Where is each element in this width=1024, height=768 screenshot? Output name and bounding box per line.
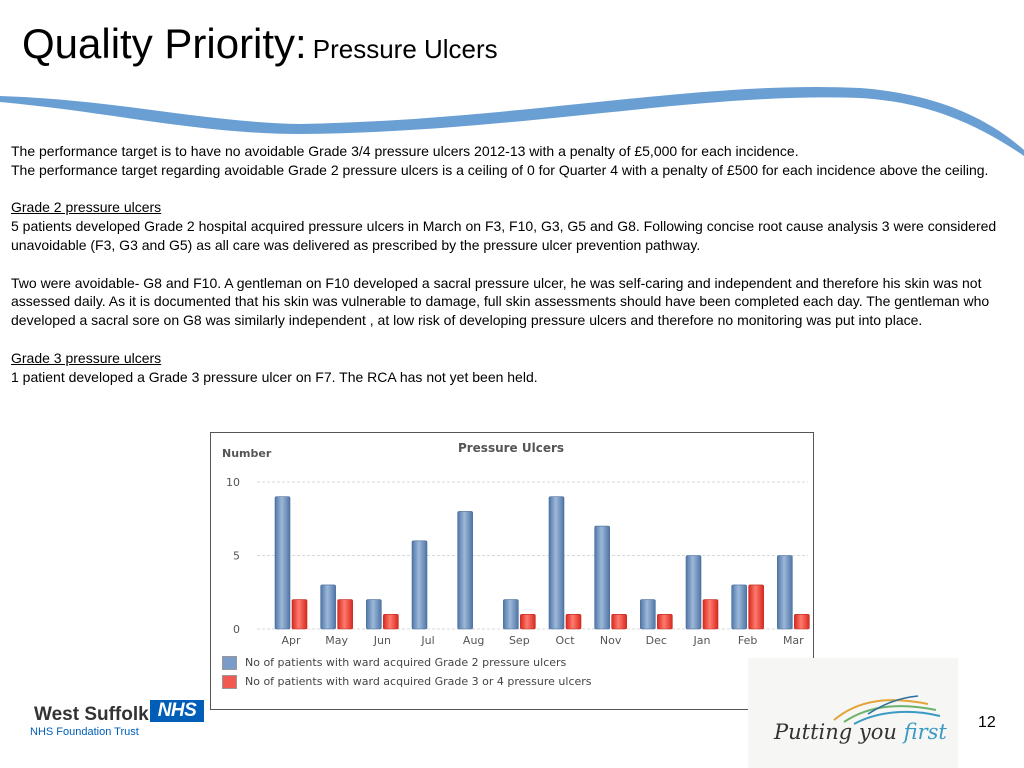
tagline-first: first: [903, 720, 947, 744]
bar-oct-series-2: [565, 614, 582, 630]
legend-label-grade3-4: No of patients with ward acquired Grade …: [245, 675, 592, 688]
legend-swatch-grade3-4: [222, 674, 237, 689]
bar-jul-series-1: [411, 540, 428, 630]
legend-item-grade3-4: No of patients with ward acquired Grade …: [222, 673, 592, 690]
chart-canvas: Pressure Ulcers Number 0 5 10 Apr May Jun Jul…: [222, 441, 810, 647]
grade3-paragraph: 1 patient developed a Grade 3 pressure u…: [11, 368, 538, 385]
bar-sep-series-1: [503, 599, 519, 630]
grade2-paragraph: 5 patients developed Grade 2 hospital ac…: [11, 218, 997, 253]
slide-title: Quality Priority: Pressure Ulcers: [22, 20, 498, 68]
bar-jan-series-1: [685, 555, 702, 630]
x-tick-label-mar: Mar: [783, 634, 804, 647]
y-tick-label-0: 0: [233, 623, 240, 636]
tagline-panel: Putting you first: [748, 658, 958, 768]
y-tick-label-5: 5: [233, 550, 240, 563]
bar-mar-series-2: [794, 614, 810, 630]
legend-item-grade2: No of patients with ward acquired Grade …: [222, 654, 592, 671]
x-tick-label-may: May: [325, 634, 348, 647]
avoidable-paragraph: Two were avoidable- G8 and F10. A gentle…: [11, 274, 990, 329]
bar-may-series-1: [320, 584, 336, 630]
grade3-heading: Grade 3 pressure ulcers: [11, 349, 162, 366]
body-text: The performance target is to have no avo…: [11, 142, 1001, 386]
trust-name: NHS Foundation Trust: [30, 726, 139, 738]
chart-legend: No of patients with ward acquired Grade …: [222, 654, 592, 692]
x-tick-label-apr: Apr: [281, 634, 301, 647]
chart-y-axis-label: Number: [222, 447, 272, 460]
bar-nov-series-1: [594, 525, 610, 630]
x-tick-label-dec: Dec: [646, 634, 667, 647]
x-tick-label-oct: Oct: [555, 634, 575, 647]
slide-title-main: Quality Priority:: [22, 20, 307, 67]
target-paragraph-2: The performance target regarding avoidab…: [11, 161, 989, 178]
bar-dec-series-2: [657, 614, 673, 630]
y-tick-label-10: 10: [226, 476, 240, 489]
header-swoosh: [0, 86, 1024, 156]
x-tick-label-aug: Aug: [463, 634, 484, 647]
slide-title-sub: Pressure Ulcers: [312, 34, 498, 64]
tagline-start: Putting you: [774, 720, 904, 744]
legend-label-grade2: No of patients with ward acquired Grade …: [245, 656, 567, 669]
bar-jun-series-1: [366, 599, 382, 630]
org-name: West Suffolk: [34, 704, 149, 725]
pressure-ulcers-chart: Pressure Ulcers Number 0 5 10 Apr May Jun Jul…: [210, 432, 814, 710]
bar-nov-series-2: [611, 614, 627, 630]
x-tick-label-feb: Feb: [738, 634, 757, 647]
x-tick-label-nov: Nov: [600, 634, 622, 647]
target-paragraph-1: The performance target is to have no avo…: [11, 143, 799, 159]
nhs-badge: NHS: [150, 700, 204, 722]
bar-feb-series-1: [731, 584, 747, 630]
bar-jun-series-2: [383, 614, 399, 630]
x-tick-label-jul: Jul: [420, 634, 434, 647]
bar-apr-series-1: [274, 496, 291, 630]
x-tick-label-jan: Jan: [693, 634, 711, 647]
chart-title: Pressure Ulcers: [458, 441, 564, 455]
bar-oct-series-1: [548, 496, 565, 630]
swirl-logo-icon: [833, 695, 941, 725]
bar-sep-series-2: [520, 614, 536, 630]
grade2-heading: Grade 2 pressure ulcers: [11, 199, 162, 216]
x-tick-label-jun: Jun: [373, 634, 391, 647]
x-tick-label-sep: Sep: [509, 634, 530, 647]
bar-dec-series-1: [640, 599, 656, 630]
legend-swatch-grade2: [222, 655, 237, 670]
bar-apr-series-2: [291, 599, 308, 630]
bar-feb-series-2: [748, 584, 764, 630]
bar-may-series-2: [337, 599, 353, 630]
bar-jan-series-2: [702, 599, 719, 630]
bar-mar-series-1: [777, 555, 793, 630]
page-number: 12: [978, 714, 996, 731]
bar-aug-series-1: [457, 511, 473, 630]
tagline: Putting you first: [774, 720, 947, 744]
